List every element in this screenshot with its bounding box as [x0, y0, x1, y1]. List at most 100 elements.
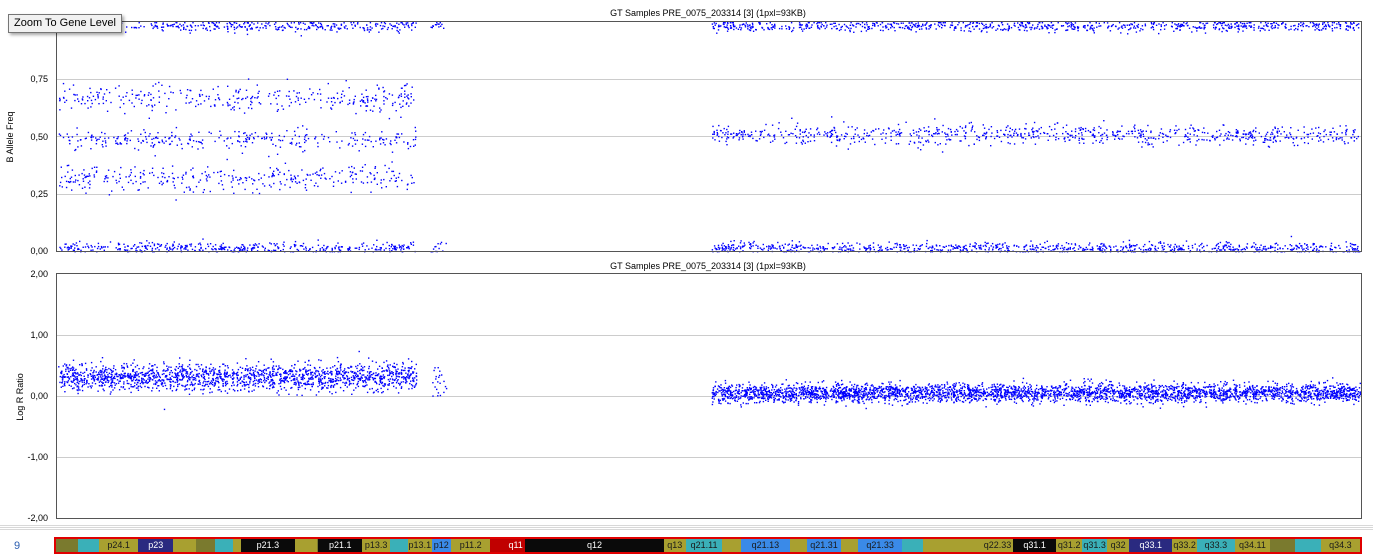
data-point	[102, 140, 104, 142]
data-point	[235, 22, 238, 24]
data-point	[1307, 133, 1310, 136]
data-point	[437, 23, 439, 25]
data-point	[1245, 246, 1248, 248]
lrr-panel[interactable]: GT Samples PRE_0075_203314 [3] (1pxl=93K…	[0, 260, 1373, 525]
data-point	[201, 143, 203, 145]
data-point	[1055, 246, 1058, 249]
data-point	[151, 167, 154, 169]
data-point	[303, 98, 306, 100]
data-point	[202, 393, 204, 395]
zoom-to-gene-level-tooltip[interactable]: Zoom To Gene Level	[8, 14, 122, 33]
data-point	[878, 246, 881, 249]
data-point	[833, 126, 835, 129]
data-point	[1276, 131, 1278, 133]
data-point	[139, 177, 142, 179]
data-point	[376, 382, 378, 385]
data-point	[1096, 245, 1098, 247]
data-point	[275, 145, 277, 147]
data-point	[396, 133, 398, 135]
data-point	[1259, 246, 1261, 249]
data-point	[402, 105, 404, 107]
data-point	[407, 143, 409, 145]
data-point	[1203, 245, 1205, 248]
data-point	[138, 189, 140, 191]
data-point	[240, 145, 242, 147]
data-point	[232, 95, 235, 97]
data-point	[1039, 132, 1042, 135]
data-point	[303, 28, 306, 31]
data-point	[788, 134, 791, 136]
data-point	[243, 112, 246, 114]
data-point	[318, 391, 320, 393]
data-point	[321, 247, 323, 249]
data-point	[175, 126, 178, 129]
data-point	[1031, 244, 1034, 246]
data-point	[853, 141, 856, 143]
data-point	[279, 171, 281, 173]
data-point	[1300, 137, 1303, 140]
data-point	[1219, 249, 1221, 251]
data-point	[1060, 25, 1063, 27]
data-point	[944, 22, 946, 24]
data-point	[313, 98, 316, 101]
data-point	[938, 25, 941, 28]
data-point	[740, 134, 742, 136]
data-point	[90, 106, 92, 108]
data-point	[1213, 26, 1215, 29]
data-point	[1347, 29, 1349, 31]
data-point	[1289, 244, 1291, 246]
data-point	[72, 380, 75, 382]
data-point	[1007, 250, 1009, 252]
data-point	[1053, 249, 1055, 251]
data-point	[1163, 245, 1166, 247]
data-point	[97, 245, 100, 248]
data-point	[99, 248, 101, 250]
data-point	[319, 22, 322, 25]
lrr-ytick: 2,00	[30, 269, 48, 279]
data-point	[877, 244, 879, 246]
data-point	[344, 384, 346, 386]
data-point	[990, 126, 993, 128]
data-point	[410, 102, 412, 104]
baf-panel[interactable]: GT Samples PRE_0075_203314 [3] (1pxl=93K…	[0, 0, 1373, 260]
data-point	[985, 27, 988, 29]
data-point	[1271, 246, 1273, 248]
data-point	[282, 25, 284, 27]
data-point	[902, 22, 904, 24]
data-point	[1038, 28, 1041, 30]
data-point	[183, 27, 185, 29]
data-point	[245, 140, 247, 142]
data-point	[737, 28, 740, 30]
data-point	[406, 95, 408, 97]
data-point	[358, 150, 360, 152]
data-point	[894, 243, 896, 245]
data-point	[394, 180, 396, 182]
data-point	[217, 85, 219, 88]
data-point	[818, 28, 821, 30]
data-point	[1179, 25, 1182, 27]
data-point	[1270, 246, 1272, 248]
data-point	[177, 383, 179, 386]
data-point	[1137, 129, 1139, 132]
data-point	[359, 100, 362, 102]
data-point	[155, 137, 157, 139]
data-point	[1352, 248, 1355, 250]
data-point	[850, 249, 852, 251]
data-point	[443, 27, 445, 29]
data-point	[1075, 135, 1077, 137]
data-point	[1284, 23, 1287, 25]
data-point	[872, 242, 875, 244]
data-point	[778, 27, 781, 30]
data-point	[877, 25, 879, 27]
data-point	[896, 22, 898, 25]
data-point	[73, 93, 75, 96]
data-point	[978, 22, 981, 25]
data-point	[1292, 248, 1295, 251]
data-point	[354, 25, 356, 27]
data-point	[218, 97, 220, 99]
data-point	[1243, 23, 1246, 25]
data-point	[287, 381, 289, 383]
data-point	[1275, 22, 1278, 24]
data-point	[146, 141, 148, 144]
data-point	[1071, 28, 1073, 30]
